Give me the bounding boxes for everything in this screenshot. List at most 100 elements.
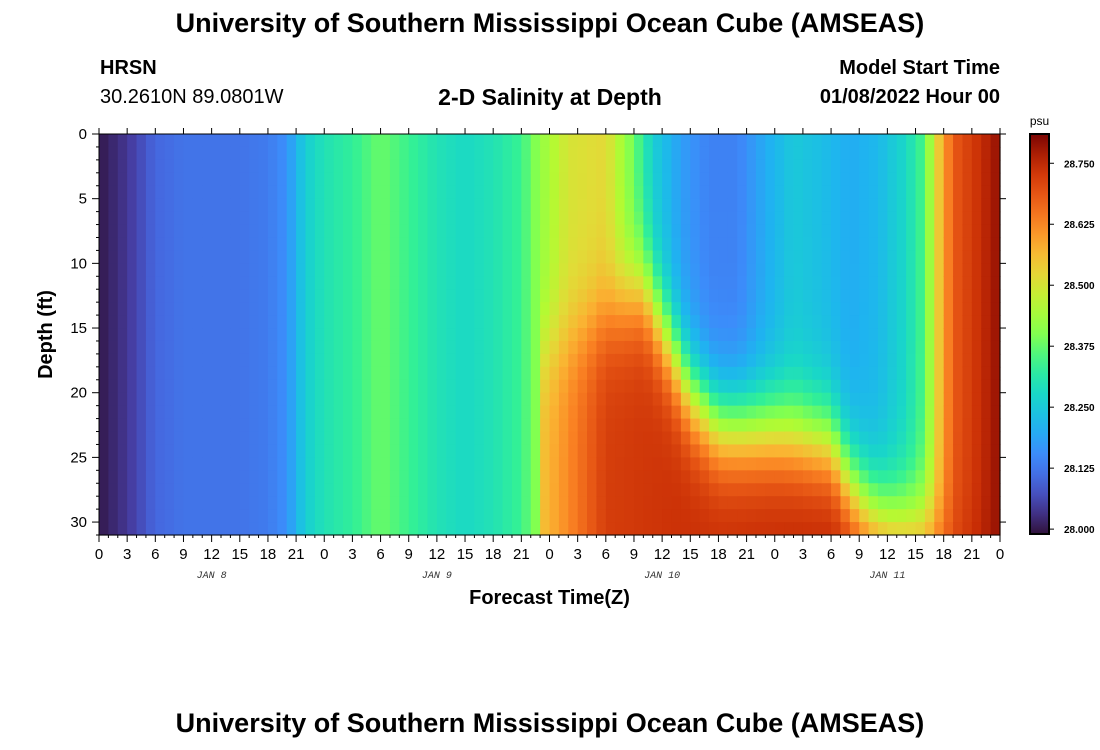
heatmap-cell [239, 340, 250, 355]
heatmap-cell [680, 483, 691, 497]
heatmap-cell [624, 470, 635, 484]
heatmap-cell [108, 444, 119, 458]
heatmap-cell [324, 405, 335, 420]
heatmap-cell [145, 185, 156, 200]
heatmap-cell [737, 237, 748, 252]
heatmap-cell [314, 405, 325, 420]
heatmap-cell [502, 431, 513, 446]
heatmap-cell [727, 340, 738, 355]
heatmap-cell [633, 392, 644, 407]
heatmap-cell [896, 340, 907, 355]
colorbar-tick-label: 28.375 [1064, 342, 1095, 353]
heatmap-cell [718, 328, 729, 342]
heatmap-cell [174, 302, 185, 316]
heatmap-cell [587, 263, 598, 277]
heatmap-cell [558, 237, 569, 252]
heatmap-cell [990, 353, 1001, 368]
heatmap-cell [108, 353, 119, 368]
heatmap-cell [117, 457, 128, 471]
heatmap-cell [511, 263, 522, 277]
heatmap-cell [840, 211, 851, 226]
heatmap-cell [192, 315, 203, 329]
heatmap-cell [221, 457, 231, 471]
heatmap-cell [690, 146, 701, 161]
heatmap-cell [267, 224, 278, 239]
heatmap-cell [859, 340, 870, 355]
heatmap-cell [605, 185, 616, 200]
heatmap-cell [727, 198, 738, 213]
heatmap-cell [192, 392, 203, 407]
heatmap-cell [774, 483, 785, 497]
heatmap-cell [483, 134, 494, 148]
heatmap-cell [662, 263, 673, 277]
heatmap-cell [690, 250, 701, 264]
heatmap-cell [709, 211, 720, 226]
heatmap-cell [868, 276, 879, 290]
heatmap-cell [399, 263, 410, 277]
heatmap-cell [164, 483, 175, 497]
heatmap-cell [624, 431, 635, 446]
heatmap-cell [577, 340, 588, 355]
heatmap-cell [624, 185, 635, 200]
heatmap-cell [849, 353, 860, 368]
heatmap-cell [568, 146, 579, 161]
heatmap-cell [624, 315, 635, 329]
heatmap-cell [558, 496, 569, 510]
heatmap-cell [915, 134, 926, 148]
heatmap-cell [587, 276, 598, 290]
heatmap-cell [971, 340, 982, 355]
heatmap-cell [389, 263, 400, 277]
heatmap-cell [408, 198, 419, 213]
heatmap-cell [230, 237, 241, 252]
heatmap-cell [943, 340, 954, 355]
heatmap-cell [943, 237, 954, 252]
heatmap-cell [99, 418, 109, 433]
heatmap-cell [549, 302, 560, 316]
heatmap-cell [511, 237, 522, 252]
heatmap-cell [183, 315, 194, 329]
heatmap-cell [784, 185, 795, 200]
heatmap-cell [230, 483, 241, 497]
heatmap-cell [99, 509, 109, 523]
heatmap-cell [831, 276, 842, 290]
heatmap-cell [784, 328, 795, 342]
heatmap-cell [784, 250, 795, 264]
heatmap-cell [690, 134, 701, 148]
heatmap-cell [343, 237, 354, 252]
heatmap-cell [605, 237, 616, 252]
heatmap-cell [286, 470, 297, 484]
heatmap-cell [296, 392, 307, 407]
heatmap-cell [643, 250, 654, 264]
heatmap-cell [343, 289, 354, 303]
heatmap-cell [399, 522, 410, 536]
heatmap-cell [821, 250, 832, 264]
heatmap-cell [474, 444, 485, 458]
heatmap-cell [239, 146, 250, 161]
heatmap-cell [906, 289, 917, 303]
heatmap-cell [418, 379, 429, 394]
heatmap-cell [380, 146, 391, 161]
heatmap-cell [765, 431, 776, 446]
heatmap-cell [887, 379, 898, 394]
heatmap-cell [877, 431, 888, 446]
heatmap-cell [877, 444, 888, 458]
heatmap-cell [239, 392, 250, 407]
heatmap-cell [145, 276, 156, 290]
heatmap-cell [286, 496, 297, 510]
heatmap-cell [821, 366, 832, 381]
heatmap-cell [239, 315, 250, 329]
heatmap-cell [108, 340, 119, 355]
heatmap-cell [953, 315, 964, 329]
heatmap-cell [981, 263, 992, 277]
heatmap-cell [680, 392, 691, 407]
heatmap-cell [605, 444, 616, 458]
heatmap-cell [990, 509, 1001, 523]
heatmap-cell [192, 250, 203, 264]
heatmap-cell [286, 211, 297, 226]
heatmap-cell [324, 340, 335, 355]
heatmap-cell [530, 146, 541, 161]
heatmap-cell [558, 522, 569, 536]
heatmap-cell [812, 134, 823, 148]
heatmap-cell [99, 289, 109, 303]
heatmap-cell [981, 470, 992, 484]
